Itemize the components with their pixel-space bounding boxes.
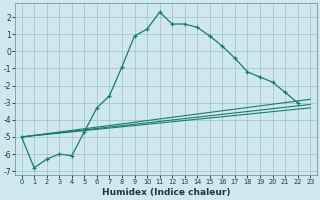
X-axis label: Humidex (Indice chaleur): Humidex (Indice chaleur) xyxy=(102,188,230,197)
